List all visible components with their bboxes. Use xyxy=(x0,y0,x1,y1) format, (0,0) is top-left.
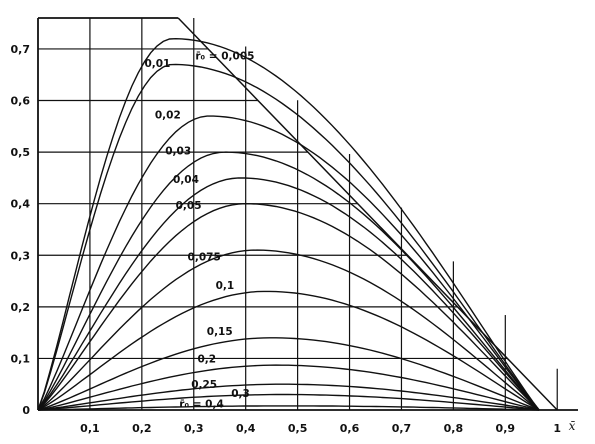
curve-label-0: r̄₀ = 0,005 xyxy=(195,50,254,62)
x-tick-label: 0,2 xyxy=(132,422,152,435)
curve-series-5 xyxy=(37,202,540,411)
y-tick-label: 0,3 xyxy=(11,249,31,262)
x-tick-label: 0,6 xyxy=(340,422,360,435)
curve-series-12 xyxy=(37,405,540,411)
x-axis-title: x̄ xyxy=(569,419,576,433)
curve-label-10: 0,25 xyxy=(191,379,217,391)
x-tick-label: 0,3 xyxy=(184,422,204,435)
curve-label-4: 0,04 xyxy=(173,174,199,186)
curve-label-6: 0,075 xyxy=(188,251,221,263)
curve-label-9: 0,2 xyxy=(197,354,216,366)
curve-label-3: 0,03 xyxy=(165,146,191,158)
x-tick-label: 0,1 xyxy=(80,422,100,435)
y-tick-label: 0,1 xyxy=(11,352,31,365)
label-layer: 0,1 0,2 0,3 0,4 0,5 0,6 0,7 0,8 0,9 1 0 0,1 0,2 0,3 0,… xyxy=(11,43,576,435)
curve-series-2 xyxy=(37,115,540,411)
x-tick-label: 0,4 xyxy=(236,422,256,435)
curve-series-9 xyxy=(37,364,540,411)
y-tick-label: 0,6 xyxy=(11,95,31,108)
curve-series-10 xyxy=(37,383,540,411)
curve-label-5: 0,05 xyxy=(176,200,202,212)
curve-label-11: 0,3 xyxy=(231,388,250,400)
curve-label-2: 0,02 xyxy=(155,110,181,122)
curve-label-1: 0,01 xyxy=(144,58,170,70)
curve-series-11 xyxy=(37,393,540,411)
y-tick-label: 0,5 xyxy=(11,146,31,159)
curve-series-6 xyxy=(37,249,540,411)
x-tick-label: 0,9 xyxy=(496,422,516,435)
curve-series-0 xyxy=(37,37,540,411)
curve-layer xyxy=(37,37,540,411)
x-tick-label: 1 xyxy=(553,422,561,435)
curve-label-12: r̄₀ = 0,4 xyxy=(179,398,224,410)
curve-label-7: 0,1 xyxy=(216,280,235,292)
x-tick-label: 0,8 xyxy=(444,422,464,435)
curve-series-7 xyxy=(37,290,540,411)
curve-series-1 xyxy=(37,63,540,411)
y-tick-label: 0,7 xyxy=(11,43,31,56)
x-tick-label: 0,7 xyxy=(392,422,412,435)
axis-layer xyxy=(37,17,578,411)
x-tick-label: 0,5 xyxy=(288,422,308,435)
y-tick-label: 0 xyxy=(22,404,30,417)
curve-series-4 xyxy=(37,177,540,411)
y-tick-label: 0,2 xyxy=(11,301,31,314)
y-tick-label: 0,4 xyxy=(11,198,31,211)
curve-series-8 xyxy=(37,337,540,411)
grid-layer xyxy=(38,18,558,410)
curve-label-8: 0,15 xyxy=(207,326,233,338)
curve-series-3 xyxy=(37,151,540,411)
